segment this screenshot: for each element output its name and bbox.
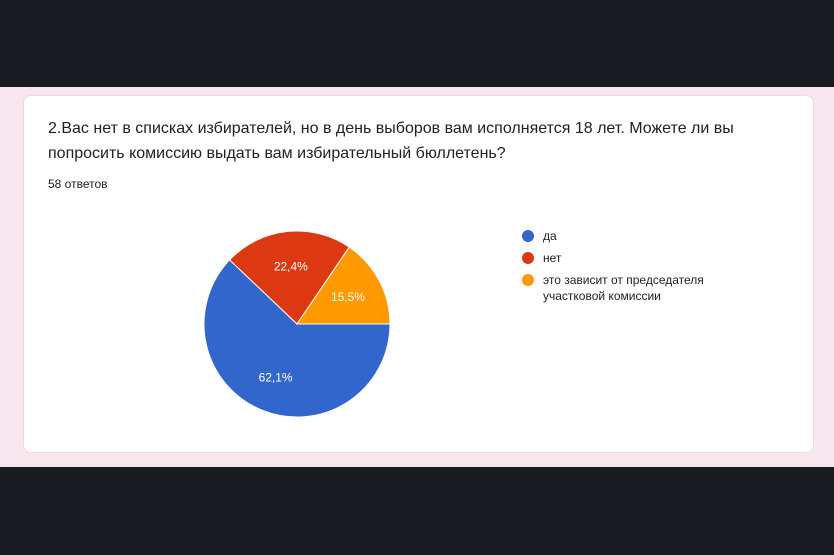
slice-label-depends: 15,5% <box>331 290 365 304</box>
legend-dot-net <box>522 252 534 264</box>
chart-legend: да нет это зависит от председателя участ… <box>522 228 742 310</box>
answers-count: 58 ответов <box>48 177 108 191</box>
legend-item-da[interactable]: да <box>522 228 742 244</box>
pie-chart: 62,1% 22,4% 15,5% <box>203 230 391 418</box>
legend-dot-depends <box>522 274 534 286</box>
pie-slice-net[interactable] <box>228 230 350 325</box>
slice-label-da: 62,1% <box>259 371 293 385</box>
legend-dot-da <box>522 230 534 242</box>
pie-slice-depends[interactable] <box>296 246 391 325</box>
question-card: 2.Вас нет в списках избирателей, но в де… <box>23 95 814 453</box>
legend-item-depends[interactable]: это зависит от председателя участковой к… <box>522 272 742 304</box>
legend-item-net[interactable]: нет <box>522 250 742 266</box>
legend-label-da: да <box>543 229 557 243</box>
question-title: 2.Вас нет в списках избирателей, но в де… <box>48 120 734 162</box>
legend-label-net: нет <box>543 251 562 265</box>
pie-slice-da[interactable] <box>203 259 391 418</box>
bottom-dark-band <box>0 467 834 555</box>
legend-label-depends: это зависит от председателя участковой к… <box>543 273 704 303</box>
top-dark-band <box>0 0 834 87</box>
slice-label-net: 22,4% <box>274 260 308 274</box>
